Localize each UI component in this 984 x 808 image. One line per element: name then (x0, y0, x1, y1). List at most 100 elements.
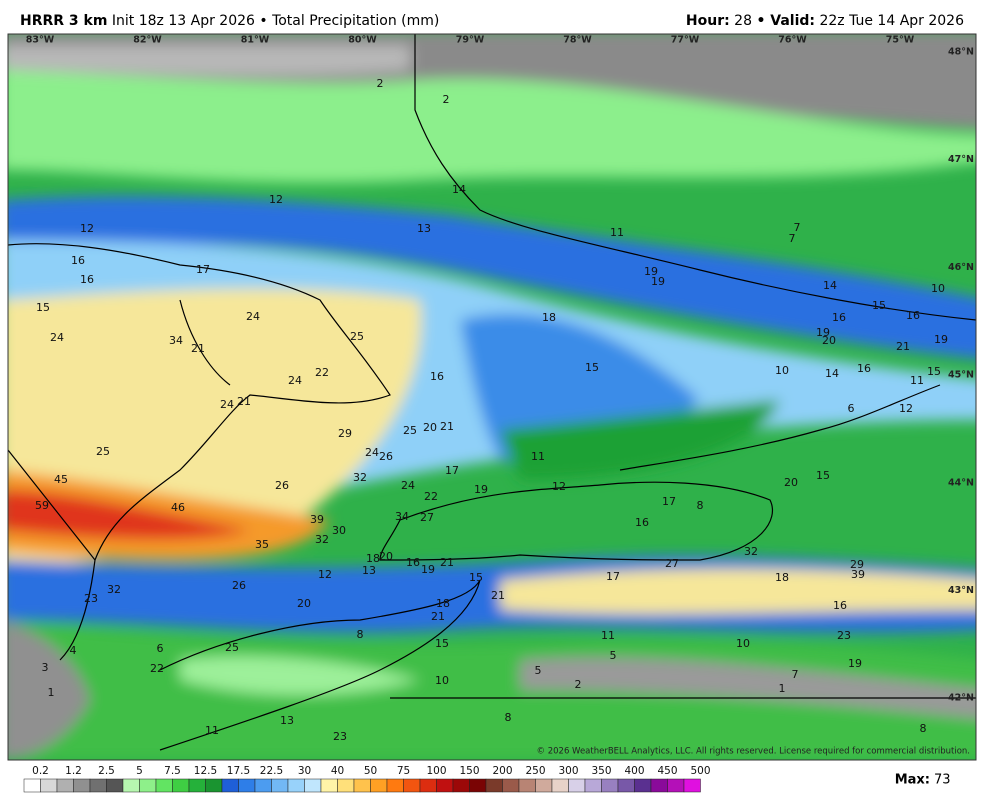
precip-value: 7 (794, 221, 801, 234)
precip-value: 13 (362, 564, 376, 577)
colorbar-label: 22.5 (260, 765, 283, 777)
precip-value: 21 (431, 610, 445, 623)
precip-value: 39 (310, 513, 324, 526)
precip-value: 16 (857, 362, 871, 375)
colorbar-cell (89, 778, 107, 793)
colorbar-label: 17.5 (227, 765, 250, 777)
precip-value: 20 (297, 597, 311, 610)
precip-value: 22 (150, 662, 164, 675)
colorbar-cell (238, 778, 256, 793)
precip-value: 8 (920, 722, 927, 735)
precip-value: 45 (54, 473, 68, 486)
colorbar-cell (155, 778, 173, 793)
hour-label: Hour: (686, 13, 730, 29)
precip-value: 23 (333, 730, 347, 743)
precip-value: 26 (275, 479, 289, 492)
precip-value: 10 (736, 637, 750, 650)
colorbar-cell (337, 778, 355, 793)
colorbar-cell (353, 778, 371, 793)
precip-value: 23 (84, 592, 98, 605)
precip-value: 16 (406, 556, 420, 569)
longitude-label: 83°W (26, 35, 55, 46)
latitude-label: 42°N (948, 693, 974, 704)
precip-value: 24 (246, 310, 260, 323)
precip-value: 15 (816, 469, 830, 482)
colorbar-label: 200 (492, 765, 512, 777)
precip-value: 25 (403, 424, 417, 437)
precip-value: 32 (744, 545, 758, 558)
precip-value: 32 (353, 471, 367, 484)
colorbar-cell (139, 778, 157, 793)
precip-value: 39 (851, 568, 865, 581)
colorbar-cell (535, 778, 553, 793)
precip-value: 21 (237, 395, 251, 408)
colorbar-cell (287, 778, 305, 793)
precip-value: 5 (535, 664, 542, 677)
precip-value: 18 (366, 552, 380, 565)
colorbar-cell (419, 778, 437, 793)
colorbar-cell (221, 778, 239, 793)
colorbar-cell (667, 778, 685, 793)
colorbar-label: 450 (657, 765, 677, 777)
precip-value: 21 (440, 556, 454, 569)
precip-value: 16 (906, 309, 920, 322)
precip-value: 21 (440, 420, 454, 433)
latitude-label: 44°N (948, 477, 974, 488)
colorbar-cell (40, 778, 58, 793)
colorbar-cell (485, 778, 503, 793)
longitude-label: 78°W (563, 35, 592, 46)
precip-value: 24 (50, 331, 64, 344)
precip-value: 24 (365, 446, 379, 459)
precip-value: 18 (542, 311, 556, 324)
precip-value: 15 (36, 301, 50, 314)
longitude-label: 76°W (778, 35, 807, 46)
precip-value: 24 (288, 374, 302, 387)
precip-value: 13 (280, 714, 294, 727)
map (8, 34, 976, 760)
colorbar-label: 100 (426, 765, 446, 777)
precip-value: 19 (816, 326, 830, 339)
precip-value: 11 (531, 450, 545, 463)
longitude-label: 81°W (241, 35, 270, 46)
precip-value: 59 (35, 499, 49, 512)
header-right: Hour: 28 • Valid: 22z Tue 14 Apr 2026 (686, 13, 964, 29)
precip-value: 19 (644, 265, 658, 278)
colorbar-cell (254, 778, 272, 793)
colorbar-cell (386, 778, 404, 793)
init: Init 18z 13 Apr 2026 • Total Precipitati… (112, 13, 439, 29)
copyright: © 2026 WeatherBELL Analytics, LLC. All r… (537, 747, 970, 757)
longitude-label: 79°W (456, 35, 485, 46)
precip-value: 12 (80, 222, 94, 235)
colorbar-cell (56, 778, 74, 793)
precip-value: 16 (833, 599, 847, 612)
precip-value: 10 (931, 282, 945, 295)
colorbar-cell (584, 778, 602, 793)
colorbar-cell (650, 778, 668, 793)
precip-value: 15 (585, 361, 599, 374)
colorbar-cell (188, 778, 206, 793)
colorbar-label: 0.2 (32, 765, 49, 777)
precip-value: 3 (42, 661, 49, 674)
precip-value: 1 (48, 686, 55, 699)
precip-value: 11 (205, 724, 219, 737)
colorbar-label: 7.5 (164, 765, 181, 777)
precip-value: 24 (401, 479, 415, 492)
colorbar-cell (172, 778, 190, 793)
latitude-label: 45°N (948, 370, 974, 381)
precip-value: 19 (421, 563, 435, 576)
precip-value: 10 (435, 674, 449, 687)
precip-value: 20 (822, 334, 836, 347)
precip-value: 34 (395, 510, 409, 523)
colorbar-cell (320, 778, 338, 793)
latitude-label: 47°N (948, 154, 974, 165)
precip-value: 13 (417, 222, 431, 235)
colorbar-label: 150 (459, 765, 479, 777)
precip-value: 16 (71, 254, 85, 267)
colorbar-cell (271, 778, 289, 793)
precip-value: 19 (848, 657, 862, 670)
precip-value: 34 (169, 334, 183, 347)
precip-value: 18 (436, 597, 450, 610)
colorbar-cell (634, 778, 652, 793)
valid: 22z Tue 14 Apr 2026 (819, 13, 964, 29)
